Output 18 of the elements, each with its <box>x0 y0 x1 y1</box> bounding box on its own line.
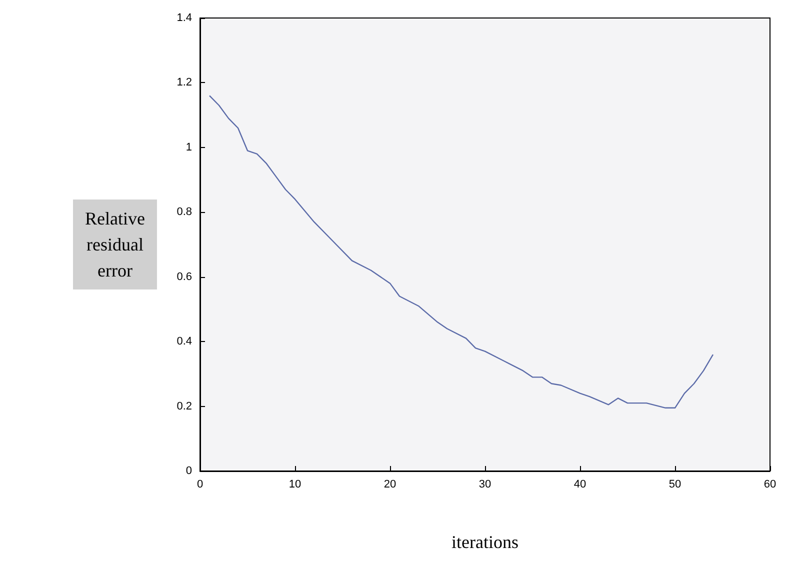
y-tick-label: 1.2 <box>176 76 192 89</box>
y-tick-label: 0.8 <box>176 206 192 218</box>
x-tick-label: 10 <box>288 478 302 490</box>
y-axis-title: Relative residual error <box>85 208 145 280</box>
y-tick-label: 0.6 <box>176 270 192 283</box>
x-tick-label: 0 <box>196 478 204 490</box>
x-tick-label: 30 <box>478 478 492 490</box>
x-tick-label: 60 <box>764 478 776 490</box>
x-tick-label: 50 <box>668 478 682 490</box>
y-tick-label: 0 <box>186 465 192 477</box>
y-tick-label: 1.4 <box>176 12 192 24</box>
y-tick-label: 0.4 <box>176 336 192 348</box>
y-tick-label: 1 <box>186 141 192 154</box>
y-tick-label: 0.2 <box>176 400 192 412</box>
x-tick-label: 20 <box>384 478 396 490</box>
x-axis-title: iterations <box>452 532 518 552</box>
x-tick-label: 40 <box>574 478 586 490</box>
line-series <box>208 95 714 409</box>
